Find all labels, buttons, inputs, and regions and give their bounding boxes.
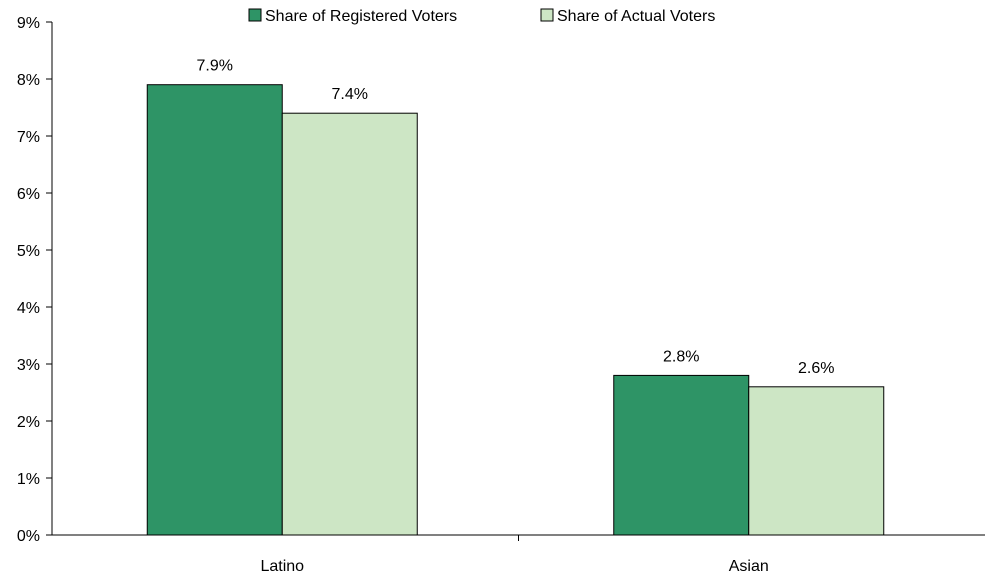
data-label: 2.8% <box>663 348 699 365</box>
legend: Share of Registered Voters Share of Actua… <box>248 8 715 25</box>
y-tick-label: 4% <box>17 300 40 317</box>
x-category-label: Asian <box>729 558 769 575</box>
legend-swatch <box>248 8 262 22</box>
data-labels: 7.9% 7.4% 2.8% 2.6% <box>197 58 835 377</box>
y-tick-label: 7% <box>17 129 40 146</box>
data-label: 2.6% <box>798 360 834 377</box>
y-axis: 0% 1% 2% 3% 4% 5% 6% 7% 8% 9% <box>17 15 53 545</box>
bar <box>281 112 418 536</box>
bar <box>613 374 750 536</box>
y-tick-label: 6% <box>17 186 40 203</box>
y-tick-label: 9% <box>17 15 40 32</box>
y-tick-label: 1% <box>17 471 40 488</box>
data-label: 7.4% <box>332 86 368 103</box>
y-tick-label: 8% <box>17 72 40 89</box>
legend-label: Share of Actual Voters <box>557 8 715 25</box>
legend-label: Share of Registered Voters <box>265 8 457 25</box>
bars <box>146 84 885 536</box>
y-tick-label: 5% <box>17 243 40 260</box>
bar <box>146 84 283 536</box>
x-category-label: Latino <box>260 558 304 575</box>
bar <box>748 386 885 536</box>
x-axis: Latino Asian <box>52 534 985 575</box>
y-tick-label: 3% <box>17 357 40 374</box>
legend-swatch <box>540 8 554 22</box>
data-label: 7.9% <box>197 58 233 75</box>
y-tick-label: 2% <box>17 414 40 431</box>
y-tick-label: 0% <box>17 528 40 545</box>
